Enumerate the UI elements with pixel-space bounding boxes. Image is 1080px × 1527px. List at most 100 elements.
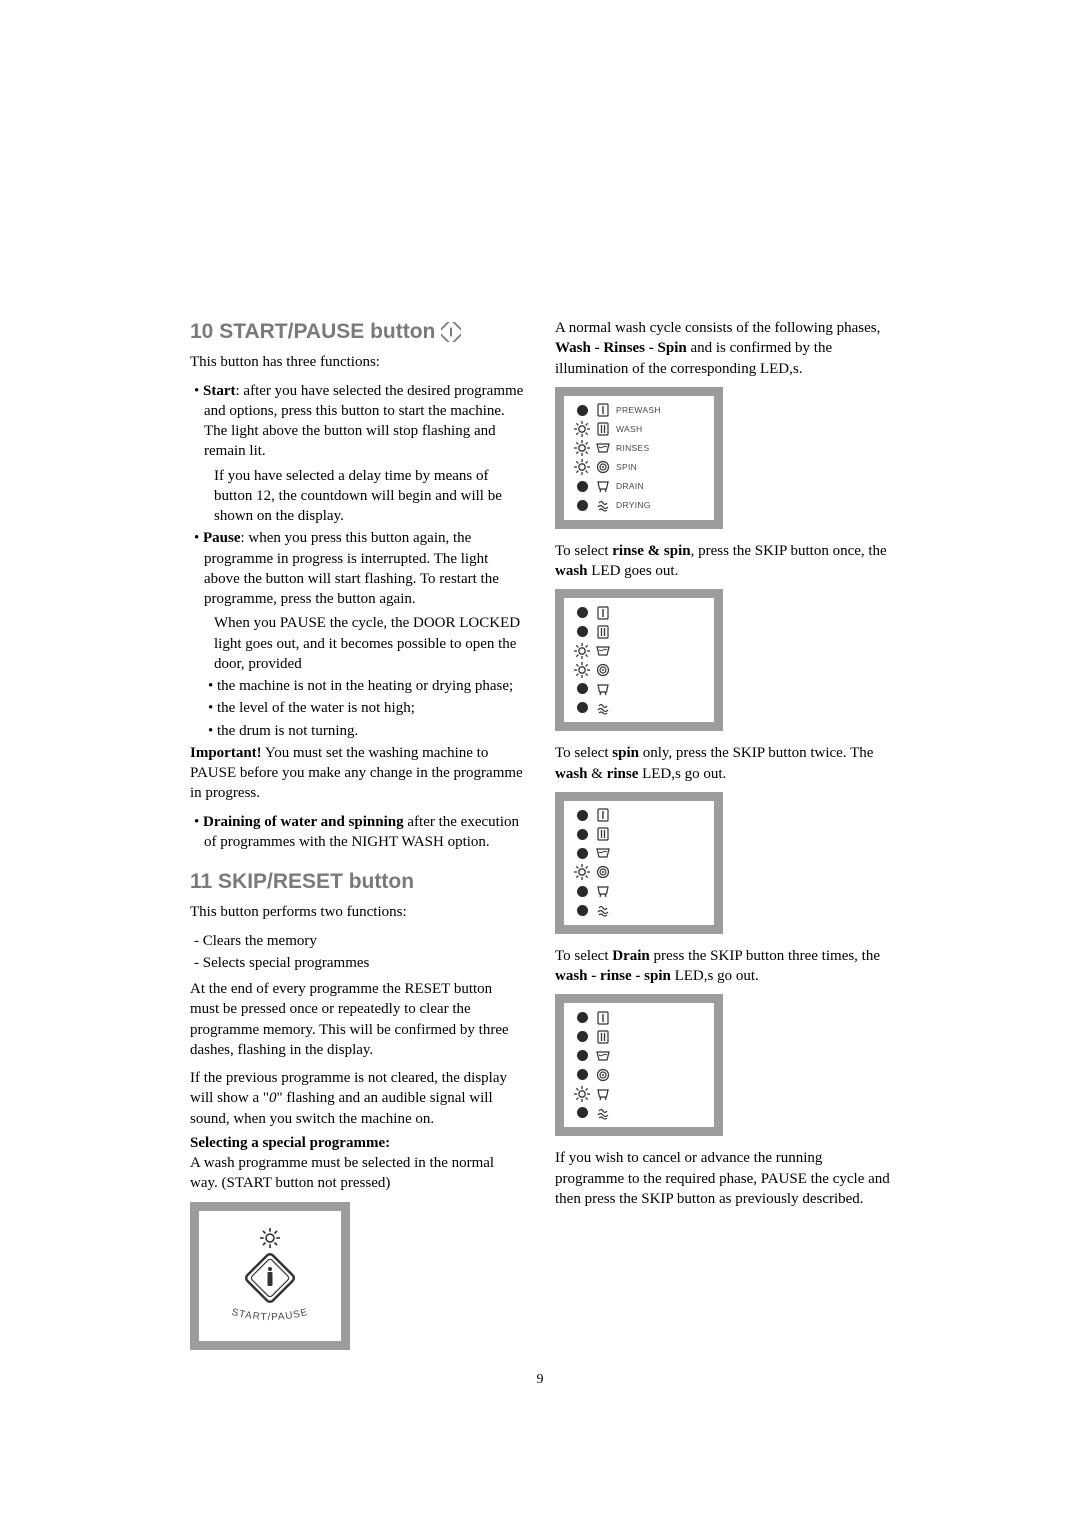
prewash-icon xyxy=(595,402,611,418)
svg-text:START/PAUSE: START/PAUSE xyxy=(230,1308,309,1323)
led-off-icon xyxy=(577,500,588,511)
sub-1: • the machine is not in the heating or d… xyxy=(190,676,525,696)
right-column: A normal wash cycle consists of the foll… xyxy=(555,318,890,1350)
drain-text: To select Drain press the SKIP button th… xyxy=(555,946,890,987)
led-row: RINSES xyxy=(574,440,704,457)
section-11-heading: 11 SKIP/RESET button xyxy=(190,868,525,896)
phase-label: DRYING xyxy=(616,500,651,511)
final-note: If you wish to cancel or advance the run… xyxy=(555,1148,890,1209)
start-pause-figure: START/PAUSE xyxy=(190,1202,350,1350)
led-off-icon xyxy=(577,1107,588,1118)
led-on-icon xyxy=(574,662,590,678)
s11-para3: A wash programme must be selected in the… xyxy=(190,1153,525,1194)
spin-icon xyxy=(595,459,611,475)
led-on-icon xyxy=(574,643,590,659)
sub-3: • the drum is not turning. xyxy=(190,721,525,741)
s11-subhead: Selecting a special programme: xyxy=(190,1133,525,1153)
manual-page: 10 START/PAUSE button This button has th… xyxy=(190,318,890,1350)
spin-icon xyxy=(595,1067,611,1083)
led-row xyxy=(574,1085,704,1102)
led-off-icon xyxy=(577,1031,588,1042)
drain-icon xyxy=(595,478,611,494)
start-pause-diamond-icon xyxy=(441,322,461,342)
led-diagram-rinse-spin xyxy=(555,589,723,731)
rinses-icon xyxy=(595,1048,611,1064)
led-on-icon xyxy=(574,459,590,475)
wash-icon xyxy=(595,421,611,437)
intro-text: This button has three functions: xyxy=(190,352,525,372)
led-row xyxy=(574,807,704,824)
led-row: DRYING xyxy=(574,497,704,514)
led-off-icon xyxy=(577,683,588,694)
section-10-heading: 10 START/PAUSE button xyxy=(190,318,525,346)
led-diagram-spin xyxy=(555,792,723,934)
led-diagram-drain xyxy=(555,994,723,1136)
led-off-icon xyxy=(577,829,588,840)
led-off-icon xyxy=(577,886,588,897)
led-row xyxy=(574,1066,704,1083)
led-row xyxy=(574,826,704,843)
led-row xyxy=(574,680,704,697)
prewash-icon xyxy=(595,807,611,823)
led-row xyxy=(574,1104,704,1121)
led-diagram-normal: PREWASH WASH RINSES SPIN DRAIN DRYING xyxy=(555,387,723,529)
led-off-icon xyxy=(577,702,588,713)
led-row xyxy=(574,883,704,900)
led-on-icon xyxy=(574,864,590,880)
led-off-icon xyxy=(577,905,588,916)
sub-2: • the level of the water is not high; xyxy=(190,698,525,718)
drain-icon xyxy=(595,1086,611,1102)
prewash-icon xyxy=(595,1010,611,1026)
heading-text: 10 START/PAUSE button xyxy=(190,318,435,346)
phase-label: WASH xyxy=(616,424,642,435)
led-off-icon xyxy=(577,1069,588,1080)
sun-icon xyxy=(260,1228,280,1248)
wash-icon xyxy=(595,1029,611,1045)
led-row xyxy=(574,642,704,659)
drying-icon xyxy=(595,902,611,918)
led-row xyxy=(574,1009,704,1026)
led-row xyxy=(574,623,704,640)
left-column: 10 START/PAUSE button This button has th… xyxy=(190,318,525,1350)
led-on-icon xyxy=(574,1086,590,1102)
led-row: WASH xyxy=(574,421,704,438)
s11-para2: If the previous programme is not cleared… xyxy=(190,1068,525,1129)
led-row xyxy=(574,604,704,621)
rinses-icon xyxy=(595,845,611,861)
led-row xyxy=(574,661,704,678)
spin-only-text: To select spin only, press the SKIP butt… xyxy=(555,743,890,784)
led-off-icon xyxy=(577,848,588,859)
phase-label: PREWASH xyxy=(616,405,661,416)
led-off-icon xyxy=(577,1050,588,1061)
led-off-icon xyxy=(577,607,588,618)
phase-label: SPIN xyxy=(616,462,637,473)
led-off-icon xyxy=(577,405,588,416)
page-number: 9 xyxy=(190,1372,890,1388)
led-row xyxy=(574,845,704,862)
rinse-spin-text: To select rinse & spin, press the SKIP b… xyxy=(555,541,890,582)
led-off-icon xyxy=(577,1012,588,1023)
drain-icon xyxy=(595,681,611,697)
led-row xyxy=(574,1028,704,1045)
pause-bullet: • Pause: when you press this button agai… xyxy=(190,528,525,609)
drain-bullet: • Draining of water and spinning after t… xyxy=(190,812,525,853)
phase-label: DRAIN xyxy=(616,481,644,492)
led-off-icon xyxy=(577,810,588,821)
diamond-button-icon xyxy=(244,1252,296,1304)
drying-icon xyxy=(595,1105,611,1121)
wash-icon xyxy=(595,624,611,640)
func-1: - Clears the memory xyxy=(190,931,525,951)
curved-label: START/PAUSE xyxy=(215,1308,325,1324)
led-on-icon xyxy=(574,421,590,437)
start-bullet: • Start: after you have selected the des… xyxy=(190,381,525,462)
s11-para1: At the end of every programme the RESET … xyxy=(190,979,525,1060)
prewash-icon xyxy=(595,605,611,621)
led-row: PREWASH xyxy=(574,402,704,419)
led-off-icon xyxy=(577,481,588,492)
led-row: SPIN xyxy=(574,459,704,476)
phase-label: RINSES xyxy=(616,443,649,454)
led-row xyxy=(574,902,704,919)
led-on-icon xyxy=(574,440,590,456)
drain-icon xyxy=(595,883,611,899)
led-row: DRAIN xyxy=(574,478,704,495)
